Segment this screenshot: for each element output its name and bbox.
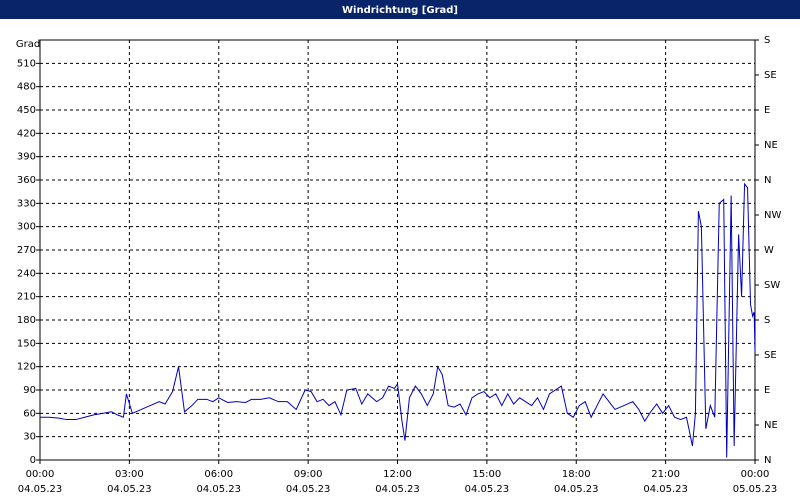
y-tick-label: 120 [17,362,36,373]
x-tick-label: 00:00 [741,469,770,480]
y-tick-label: 360 [17,175,36,186]
y2-tick-label: SW [764,280,780,291]
y2-tick-label: NE [764,420,778,431]
x-tick-date: 04.05.23 [554,484,599,495]
x-tick-date: 04.05.23 [18,484,63,495]
y2-tick-label: N [764,175,771,186]
x-tick-label: 18:00 [562,469,591,480]
x-tick-label: 09:00 [294,469,323,480]
title-bar [0,0,800,19]
y2-tick-label: S [764,315,770,326]
y2-tick-label: N [764,455,771,466]
y-tick-label: 210 [17,292,36,303]
data-line [40,182,756,458]
x-tick-date: 04.05.23 [286,484,331,495]
y-tick-label: 150 [17,338,36,349]
x-tick-date: 04.05.23 [196,484,241,495]
y-tick-label: 90 [23,385,36,396]
x-tick-date: 05.05.23 [733,484,778,495]
x-tick-label: 06:00 [204,469,233,480]
x-tick-date: 04.05.23 [107,484,152,495]
y-tick-label: 420 [17,128,36,139]
y-tick-label: 60 [23,408,36,419]
chart-title: Windrichtung [Grad] [342,5,458,16]
y2-tick-label: E [764,385,770,396]
y2-tick-label: E [764,105,770,116]
y-tick-label: 390 [17,152,36,163]
y-tick-label: 30 [23,432,36,443]
x-tick-label: 12:00 [383,469,412,480]
y-tick-label: 240 [17,268,36,279]
y-tick-label: 300 [17,222,36,233]
x-tick-date: 04.05.23 [465,484,510,495]
x-tick-label: 21:00 [651,469,680,480]
y2-tick-label: NW [764,210,781,221]
y-axis-label: Grad [16,39,40,50]
y-tick-label: 330 [17,198,36,209]
y-tick-label: 180 [17,315,36,326]
y2-tick-label: W [764,245,774,256]
y-tick-label: 450 [17,105,36,116]
y2-tick-label: SE [764,70,777,81]
x-tick-label: 03:00 [115,469,144,480]
y-tick-label: 0 [30,455,36,466]
y2-tick-label: SE [764,350,777,361]
x-tick-label: 15:00 [472,469,501,480]
y-tick-label: 270 [17,245,36,256]
x-tick-date: 04.05.23 [375,484,420,495]
x-tick-date: 04.05.23 [643,484,688,495]
y2-tick-label: S [764,35,770,46]
y-tick-label: 480 [17,82,36,93]
x-tick-label: 00:00 [26,469,55,480]
y-tick-label: 510 [17,58,36,69]
y2-tick-label: NE [764,140,778,151]
